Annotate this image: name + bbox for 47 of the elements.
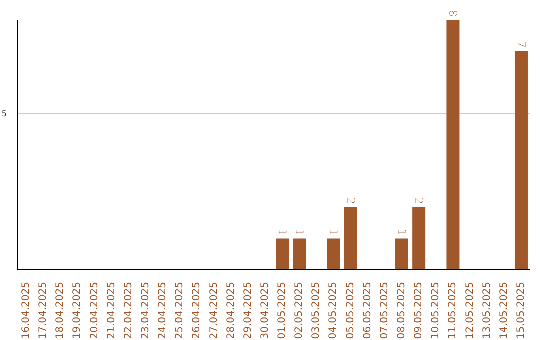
data-label: 1 — [276, 228, 290, 236]
bar — [276, 238, 290, 270]
x-tick-label: 01.05.2025 — [277, 282, 288, 340]
x-tick-label: 11.05.2025 — [448, 282, 459, 340]
x-tick-label: 05.05.2025 — [345, 282, 356, 340]
data-label: 7 — [514, 41, 528, 48]
bar — [446, 20, 460, 270]
bar — [327, 238, 340, 270]
x-tick-label: 15.05.2025 — [516, 282, 527, 340]
y-tick-label: 5 — [2, 109, 7, 118]
x-tick-label: 06.05.2025 — [362, 282, 374, 340]
data-label: 8 — [446, 10, 460, 17]
x-tick-label: 13.05.2025 — [482, 282, 493, 340]
x-tick-label: 12.05.2025 — [464, 282, 476, 340]
x-tick-label: 23.04.2025 — [140, 282, 152, 340]
bar — [514, 51, 528, 270]
x-tick-label: 02.05.2025 — [294, 282, 306, 340]
x-tick-label: 17.04.2025 — [38, 282, 50, 340]
x-tick-label: 22.04.2025 — [123, 282, 134, 340]
x-tick-label: 16.04.2025 — [21, 282, 32, 340]
x-tick-label: 07.05.2025 — [379, 282, 390, 340]
x-tick-label: 24.04.2025 — [158, 282, 169, 340]
x-tick-label: 14.05.2025 — [498, 282, 510, 340]
bar — [412, 208, 426, 270]
bar — [344, 208, 358, 270]
x-tick-label: 27.04.2025 — [208, 282, 220, 340]
x-tick-label: 20.04.2025 — [89, 282, 100, 340]
x-tick-label: 04.05.2025 — [328, 282, 340, 340]
x-tick-label: 26.04.2025 — [192, 282, 203, 340]
x-tick-label: 10.05.2025 — [430, 282, 442, 340]
data-label: 1 — [293, 228, 306, 236]
x-tick-label: 25.04.2025 — [174, 282, 186, 340]
x-tick-label: 19.04.2025 — [72, 282, 84, 340]
x-tick-label: 28.04.2025 — [226, 282, 237, 340]
x-tick-label: 03.05.2025 — [311, 282, 322, 340]
x-tick-label: 18.04.2025 — [55, 282, 66, 340]
data-label: 1 — [327, 228, 340, 236]
x-tick-label: 09.05.2025 — [414, 282, 425, 340]
x-tick-label: 30.04.2025 — [260, 282, 271, 340]
bar — [396, 238, 409, 270]
data-label: 2 — [344, 198, 358, 204]
x-tick-label: 21.04.2025 — [106, 282, 118, 340]
data-label: 1 — [396, 228, 409, 236]
x-tick-label: 08.05.2025 — [396, 282, 408, 340]
x-tick-label: 29.04.2025 — [242, 282, 254, 340]
data-label: 2 — [412, 198, 426, 204]
bar — [293, 238, 306, 270]
